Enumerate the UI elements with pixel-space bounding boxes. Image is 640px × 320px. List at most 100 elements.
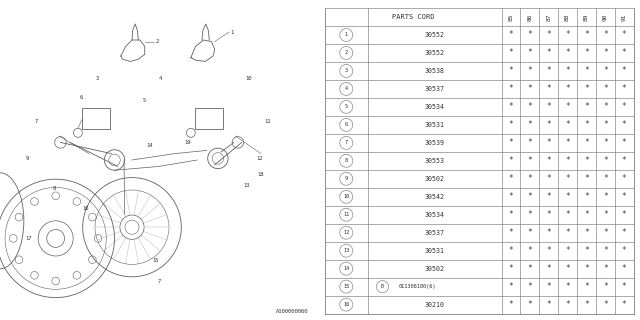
Text: *: * (622, 228, 627, 237)
Text: 10: 10 (343, 194, 349, 199)
Text: *: * (547, 120, 551, 129)
Text: 011308180(6): 011308180(6) (399, 284, 436, 289)
Text: *: * (509, 84, 513, 93)
Text: *: * (509, 192, 513, 201)
Text: *: * (527, 210, 532, 219)
Text: *: * (622, 282, 627, 291)
Text: *: * (603, 156, 607, 165)
Text: *: * (547, 156, 551, 165)
Text: *: * (527, 192, 532, 201)
Text: *: * (527, 174, 532, 183)
Text: *: * (527, 120, 532, 129)
Text: 2: 2 (345, 51, 348, 55)
Text: 7: 7 (35, 119, 38, 124)
Text: *: * (565, 120, 570, 129)
Text: 86: 86 (527, 13, 532, 21)
Text: 8: 8 (52, 186, 56, 191)
Text: *: * (509, 102, 513, 111)
Text: *: * (622, 67, 627, 76)
Text: *: * (584, 264, 589, 273)
Text: *: * (622, 246, 627, 255)
Text: 15: 15 (152, 258, 159, 263)
Text: 91: 91 (621, 13, 627, 21)
Text: *: * (584, 120, 589, 129)
Text: 1: 1 (230, 29, 234, 35)
Text: 30539: 30539 (425, 140, 445, 146)
Text: 30537: 30537 (425, 230, 445, 236)
Text: 16: 16 (343, 302, 349, 307)
Text: 30210: 30210 (425, 302, 445, 308)
Text: *: * (565, 264, 570, 273)
Text: 30552: 30552 (425, 32, 445, 38)
Text: *: * (547, 246, 551, 255)
Text: *: * (584, 192, 589, 201)
Text: 14: 14 (343, 266, 349, 271)
Text: 5: 5 (345, 104, 348, 109)
Text: 18: 18 (257, 172, 264, 177)
Text: *: * (584, 210, 589, 219)
Text: *: * (509, 156, 513, 165)
Text: *: * (584, 246, 589, 255)
Text: *: * (509, 264, 513, 273)
Text: *: * (622, 192, 627, 201)
Text: *: * (565, 300, 570, 309)
Text: *: * (527, 156, 532, 165)
Text: *: * (622, 102, 627, 111)
Text: 9: 9 (345, 176, 348, 181)
Text: *: * (603, 192, 607, 201)
Text: *: * (584, 228, 589, 237)
Text: *: * (547, 300, 551, 309)
Text: *: * (584, 282, 589, 291)
Text: 11: 11 (343, 212, 349, 217)
Text: *: * (509, 210, 513, 219)
Text: *: * (603, 300, 607, 309)
Text: *: * (547, 192, 551, 201)
Text: *: * (603, 210, 607, 219)
Text: *: * (584, 156, 589, 165)
Text: 7: 7 (345, 140, 348, 145)
Text: 30537: 30537 (425, 86, 445, 92)
Text: *: * (603, 264, 607, 273)
Text: *: * (509, 48, 513, 58)
Text: 6: 6 (79, 95, 83, 100)
Text: *: * (547, 210, 551, 219)
Text: 4: 4 (159, 76, 163, 81)
Text: *: * (603, 30, 607, 39)
Text: 1: 1 (345, 32, 348, 37)
Text: *: * (565, 67, 570, 76)
Text: *: * (603, 246, 607, 255)
Text: 30542: 30542 (425, 194, 445, 200)
Text: 30553: 30553 (425, 158, 445, 164)
Text: 16: 16 (83, 205, 89, 211)
Text: *: * (603, 174, 607, 183)
Text: 5: 5 (143, 98, 147, 103)
Text: 14: 14 (147, 143, 153, 148)
Text: *: * (527, 228, 532, 237)
Text: 30531: 30531 (425, 248, 445, 254)
Text: *: * (565, 102, 570, 111)
Text: *: * (565, 48, 570, 58)
Text: 90: 90 (603, 13, 608, 21)
Text: *: * (547, 138, 551, 147)
Text: *: * (622, 30, 627, 39)
Text: *: * (584, 174, 589, 183)
Text: 4: 4 (345, 86, 348, 92)
Text: *: * (509, 246, 513, 255)
Text: *: * (509, 120, 513, 129)
Text: *: * (584, 138, 589, 147)
Text: A100000060: A100000060 (276, 308, 308, 314)
Text: *: * (584, 102, 589, 111)
Text: *: * (565, 246, 570, 255)
Text: 30531: 30531 (425, 122, 445, 128)
Text: 85: 85 (509, 13, 513, 21)
Text: 30502: 30502 (425, 176, 445, 182)
Text: *: * (527, 102, 532, 111)
Text: *: * (547, 282, 551, 291)
Text: *: * (509, 174, 513, 183)
Text: *: * (603, 84, 607, 93)
Text: *: * (527, 30, 532, 39)
Text: *: * (527, 84, 532, 93)
Text: *: * (565, 192, 570, 201)
Text: B: B (381, 284, 384, 289)
Text: *: * (603, 228, 607, 237)
